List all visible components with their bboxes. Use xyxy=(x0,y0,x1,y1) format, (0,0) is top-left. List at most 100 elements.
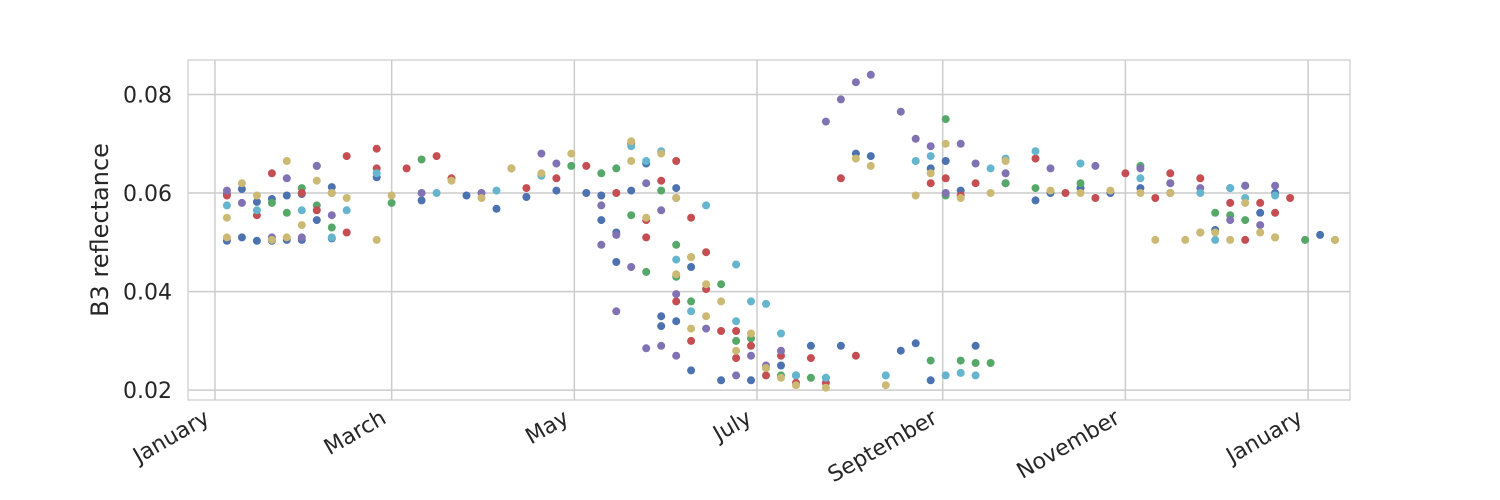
data-point xyxy=(492,186,501,195)
data-point xyxy=(432,189,441,197)
data-point xyxy=(1091,161,1100,170)
data-point xyxy=(1136,189,1145,197)
data-point xyxy=(941,139,950,148)
data-point xyxy=(702,324,711,333)
data-point xyxy=(821,383,830,392)
data-point xyxy=(627,157,636,165)
data-point xyxy=(926,169,935,178)
data-point xyxy=(1031,147,1040,156)
data-point xyxy=(1136,164,1145,173)
data-point xyxy=(941,115,950,124)
data-point xyxy=(342,152,351,161)
data-point xyxy=(717,297,726,306)
data-point xyxy=(1211,235,1220,244)
x-tick-label: January xyxy=(1221,406,1307,470)
data-point xyxy=(971,159,980,168)
data-point xyxy=(1226,184,1235,193)
data-point xyxy=(1331,235,1339,244)
data-point xyxy=(552,174,561,183)
x-tick-label: November xyxy=(1013,405,1125,484)
data-point xyxy=(267,198,276,207)
data-point xyxy=(926,356,935,365)
data-point xyxy=(597,216,606,225)
data-point xyxy=(732,354,741,363)
data-point xyxy=(1031,196,1040,205)
data-point xyxy=(806,354,815,363)
data-point xyxy=(237,179,246,188)
data-point xyxy=(1136,174,1145,183)
data-point xyxy=(1001,179,1010,188)
data-point xyxy=(1271,233,1280,242)
data-point xyxy=(687,307,696,316)
data-point xyxy=(657,322,666,331)
data-point xyxy=(777,346,785,355)
data-point xyxy=(612,164,621,173)
data-point xyxy=(282,191,291,200)
data-point xyxy=(1256,221,1265,230)
data-point xyxy=(956,194,965,202)
data-point xyxy=(372,144,381,153)
data-point xyxy=(402,164,411,173)
data-point xyxy=(1196,174,1205,183)
data-point xyxy=(627,211,636,220)
y-tick-label: 0.04 xyxy=(123,281,172,306)
data-point xyxy=(1001,169,1010,178)
data-point xyxy=(911,191,920,200)
data-point xyxy=(732,317,741,326)
data-point xyxy=(1241,181,1250,190)
data-point xyxy=(597,240,606,249)
data-point xyxy=(312,216,321,225)
data-point xyxy=(866,161,875,170)
data-point xyxy=(1091,194,1100,202)
data-point xyxy=(657,206,666,215)
data-point xyxy=(507,164,516,173)
data-point xyxy=(851,78,860,87)
data-point xyxy=(866,70,875,79)
data-point xyxy=(717,327,726,335)
data-point xyxy=(297,206,306,215)
data-point xyxy=(896,107,905,116)
data-point xyxy=(747,376,755,385)
data-point xyxy=(657,186,666,195)
data-point xyxy=(792,381,800,390)
data-point xyxy=(222,201,231,210)
data-point xyxy=(372,169,381,178)
data-point xyxy=(1046,164,1055,173)
data-point xyxy=(851,351,860,360)
data-point xyxy=(387,191,396,200)
data-point xyxy=(342,228,351,237)
data-point xyxy=(672,194,681,202)
data-point xyxy=(297,189,306,197)
data-points xyxy=(222,70,1339,392)
data-point xyxy=(941,371,950,380)
data-point xyxy=(1286,194,1295,202)
data-point xyxy=(297,233,306,242)
data-point xyxy=(612,189,621,197)
data-point xyxy=(1196,189,1205,197)
data-point xyxy=(717,280,726,289)
data-point xyxy=(252,236,261,245)
data-point xyxy=(926,152,935,161)
data-point xyxy=(806,341,815,350)
data-point xyxy=(657,176,666,185)
data-point xyxy=(282,157,291,165)
data-point xyxy=(911,134,920,143)
data-point xyxy=(267,169,276,178)
data-point xyxy=(881,371,890,380)
data-point xyxy=(971,179,980,188)
data-point xyxy=(282,174,291,183)
data-point xyxy=(777,361,785,370)
y-tick-label: 0.02 xyxy=(123,379,172,404)
data-point xyxy=(896,346,905,355)
data-point xyxy=(222,233,231,242)
data-point xyxy=(702,248,711,257)
data-point xyxy=(657,341,666,350)
data-point xyxy=(717,376,726,385)
data-point xyxy=(1076,159,1085,168)
data-point xyxy=(582,161,591,170)
data-point xyxy=(1241,198,1250,207)
data-point xyxy=(956,368,965,377)
data-point xyxy=(672,297,681,306)
data-point xyxy=(612,230,621,239)
data-point xyxy=(732,371,741,380)
